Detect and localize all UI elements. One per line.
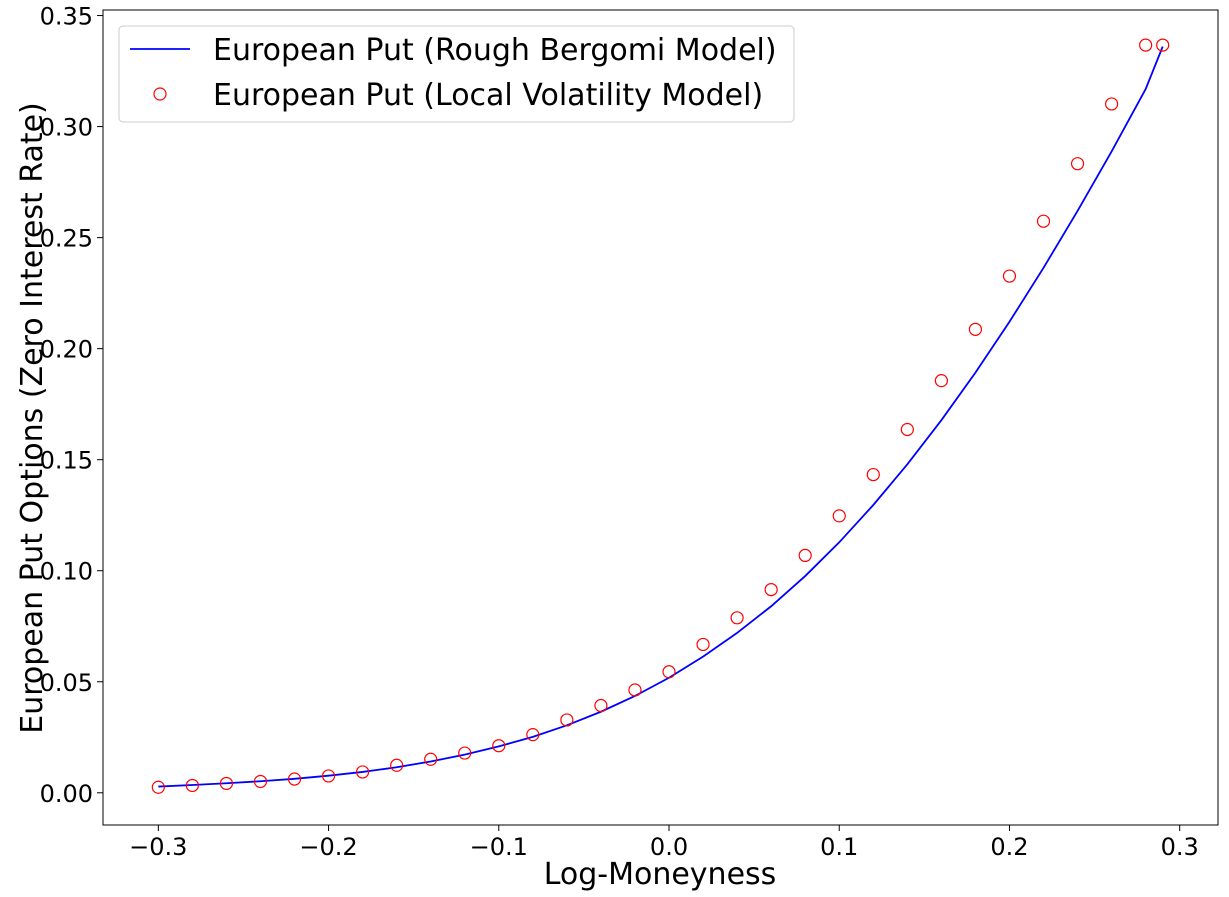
plot-area bbox=[102, 9, 1219, 826]
y-tick-label: 0.30 bbox=[40, 114, 93, 142]
y-tick-label: 0.05 bbox=[40, 669, 93, 697]
data-point-local-volatility bbox=[321, 769, 336, 783]
data-point-local-volatility bbox=[185, 778, 199, 793]
data-point-local-volatility bbox=[151, 780, 165, 794]
data-point-local-volatility bbox=[287, 772, 302, 786]
data-point-local-volatility bbox=[560, 713, 574, 727]
data-point-local-volatility bbox=[356, 765, 370, 779]
legend-label-rough-bergomi: European Put (Rough Bergomi Model) bbox=[213, 33, 777, 68]
data-point-local-volatility bbox=[1156, 38, 1170, 52]
data-point-local-volatility bbox=[866, 467, 880, 482]
y-tick-label: 0.10 bbox=[40, 558, 93, 586]
x-tick-label: −0.3 bbox=[129, 833, 187, 861]
y-axis-ticks: 0.00 0.05 0.10 0.15 0.20 0.25 0.30 0.35 bbox=[40, 3, 103, 808]
data-point-local-volatility bbox=[253, 774, 268, 789]
y-tick-label: 0.35 bbox=[40, 3, 93, 31]
y-tick-label: 0.15 bbox=[40, 447, 93, 475]
x-tick-label: 0.3 bbox=[1161, 833, 1199, 861]
data-point-local-volatility bbox=[526, 728, 540, 742]
x-axis-label: Log-Moneyness bbox=[544, 857, 777, 892]
data-point-local-volatility bbox=[424, 752, 438, 766]
data-point-local-volatility bbox=[662, 665, 676, 679]
y-tick-label: 0.00 bbox=[40, 780, 93, 808]
data-point-local-volatility bbox=[1002, 269, 1017, 283]
data-point-local-volatility bbox=[798, 548, 812, 563]
x-tick-label: −0.1 bbox=[470, 833, 528, 861]
data-point-local-volatility bbox=[1036, 214, 1051, 228]
series-layer bbox=[151, 38, 1170, 794]
x-tick-label: 0.1 bbox=[820, 833, 858, 861]
data-point-local-volatility bbox=[219, 776, 234, 791]
y-tick-label: 0.25 bbox=[40, 225, 93, 253]
data-point-local-volatility bbox=[492, 739, 506, 753]
data-point-local-volatility bbox=[628, 683, 642, 697]
data-point-local-volatility bbox=[968, 322, 983, 336]
legend-marker-swatch bbox=[153, 87, 167, 101]
x-tick-label: −0.2 bbox=[299, 833, 357, 861]
data-point-local-volatility bbox=[1070, 157, 1085, 171]
data-point-local-volatility bbox=[390, 758, 404, 772]
data-point-local-volatility bbox=[594, 698, 608, 713]
y-tick-label: 0.20 bbox=[40, 336, 93, 364]
data-point-local-volatility bbox=[934, 374, 948, 388]
legend-label-local-volatility: European Put (Local Volatility Model) bbox=[213, 78, 763, 113]
data-point-local-volatility bbox=[764, 582, 778, 597]
data-point-local-volatility bbox=[900, 422, 914, 437]
x-tick-label: 0.0 bbox=[650, 833, 688, 861]
y-axis-label: European Put Options (Zero Interest Rate… bbox=[15, 102, 50, 734]
data-point-local-volatility bbox=[458, 746, 472, 760]
data-point-local-volatility bbox=[1105, 97, 1119, 111]
data-point-local-volatility bbox=[696, 637, 710, 652]
data-point-local-volatility bbox=[832, 509, 846, 523]
legend: European Put (Rough Bergomi Model) Europ… bbox=[118, 25, 795, 123]
legend-box bbox=[118, 25, 795, 123]
x-axis-ticks: −0.3 −0.2 −0.1 0.0 0.1 0.2 0.3 bbox=[129, 825, 1199, 861]
data-point-local-volatility bbox=[730, 611, 744, 625]
data-point-local-volatility bbox=[1139, 38, 1153, 52]
x-tick-label: 0.2 bbox=[990, 833, 1028, 861]
